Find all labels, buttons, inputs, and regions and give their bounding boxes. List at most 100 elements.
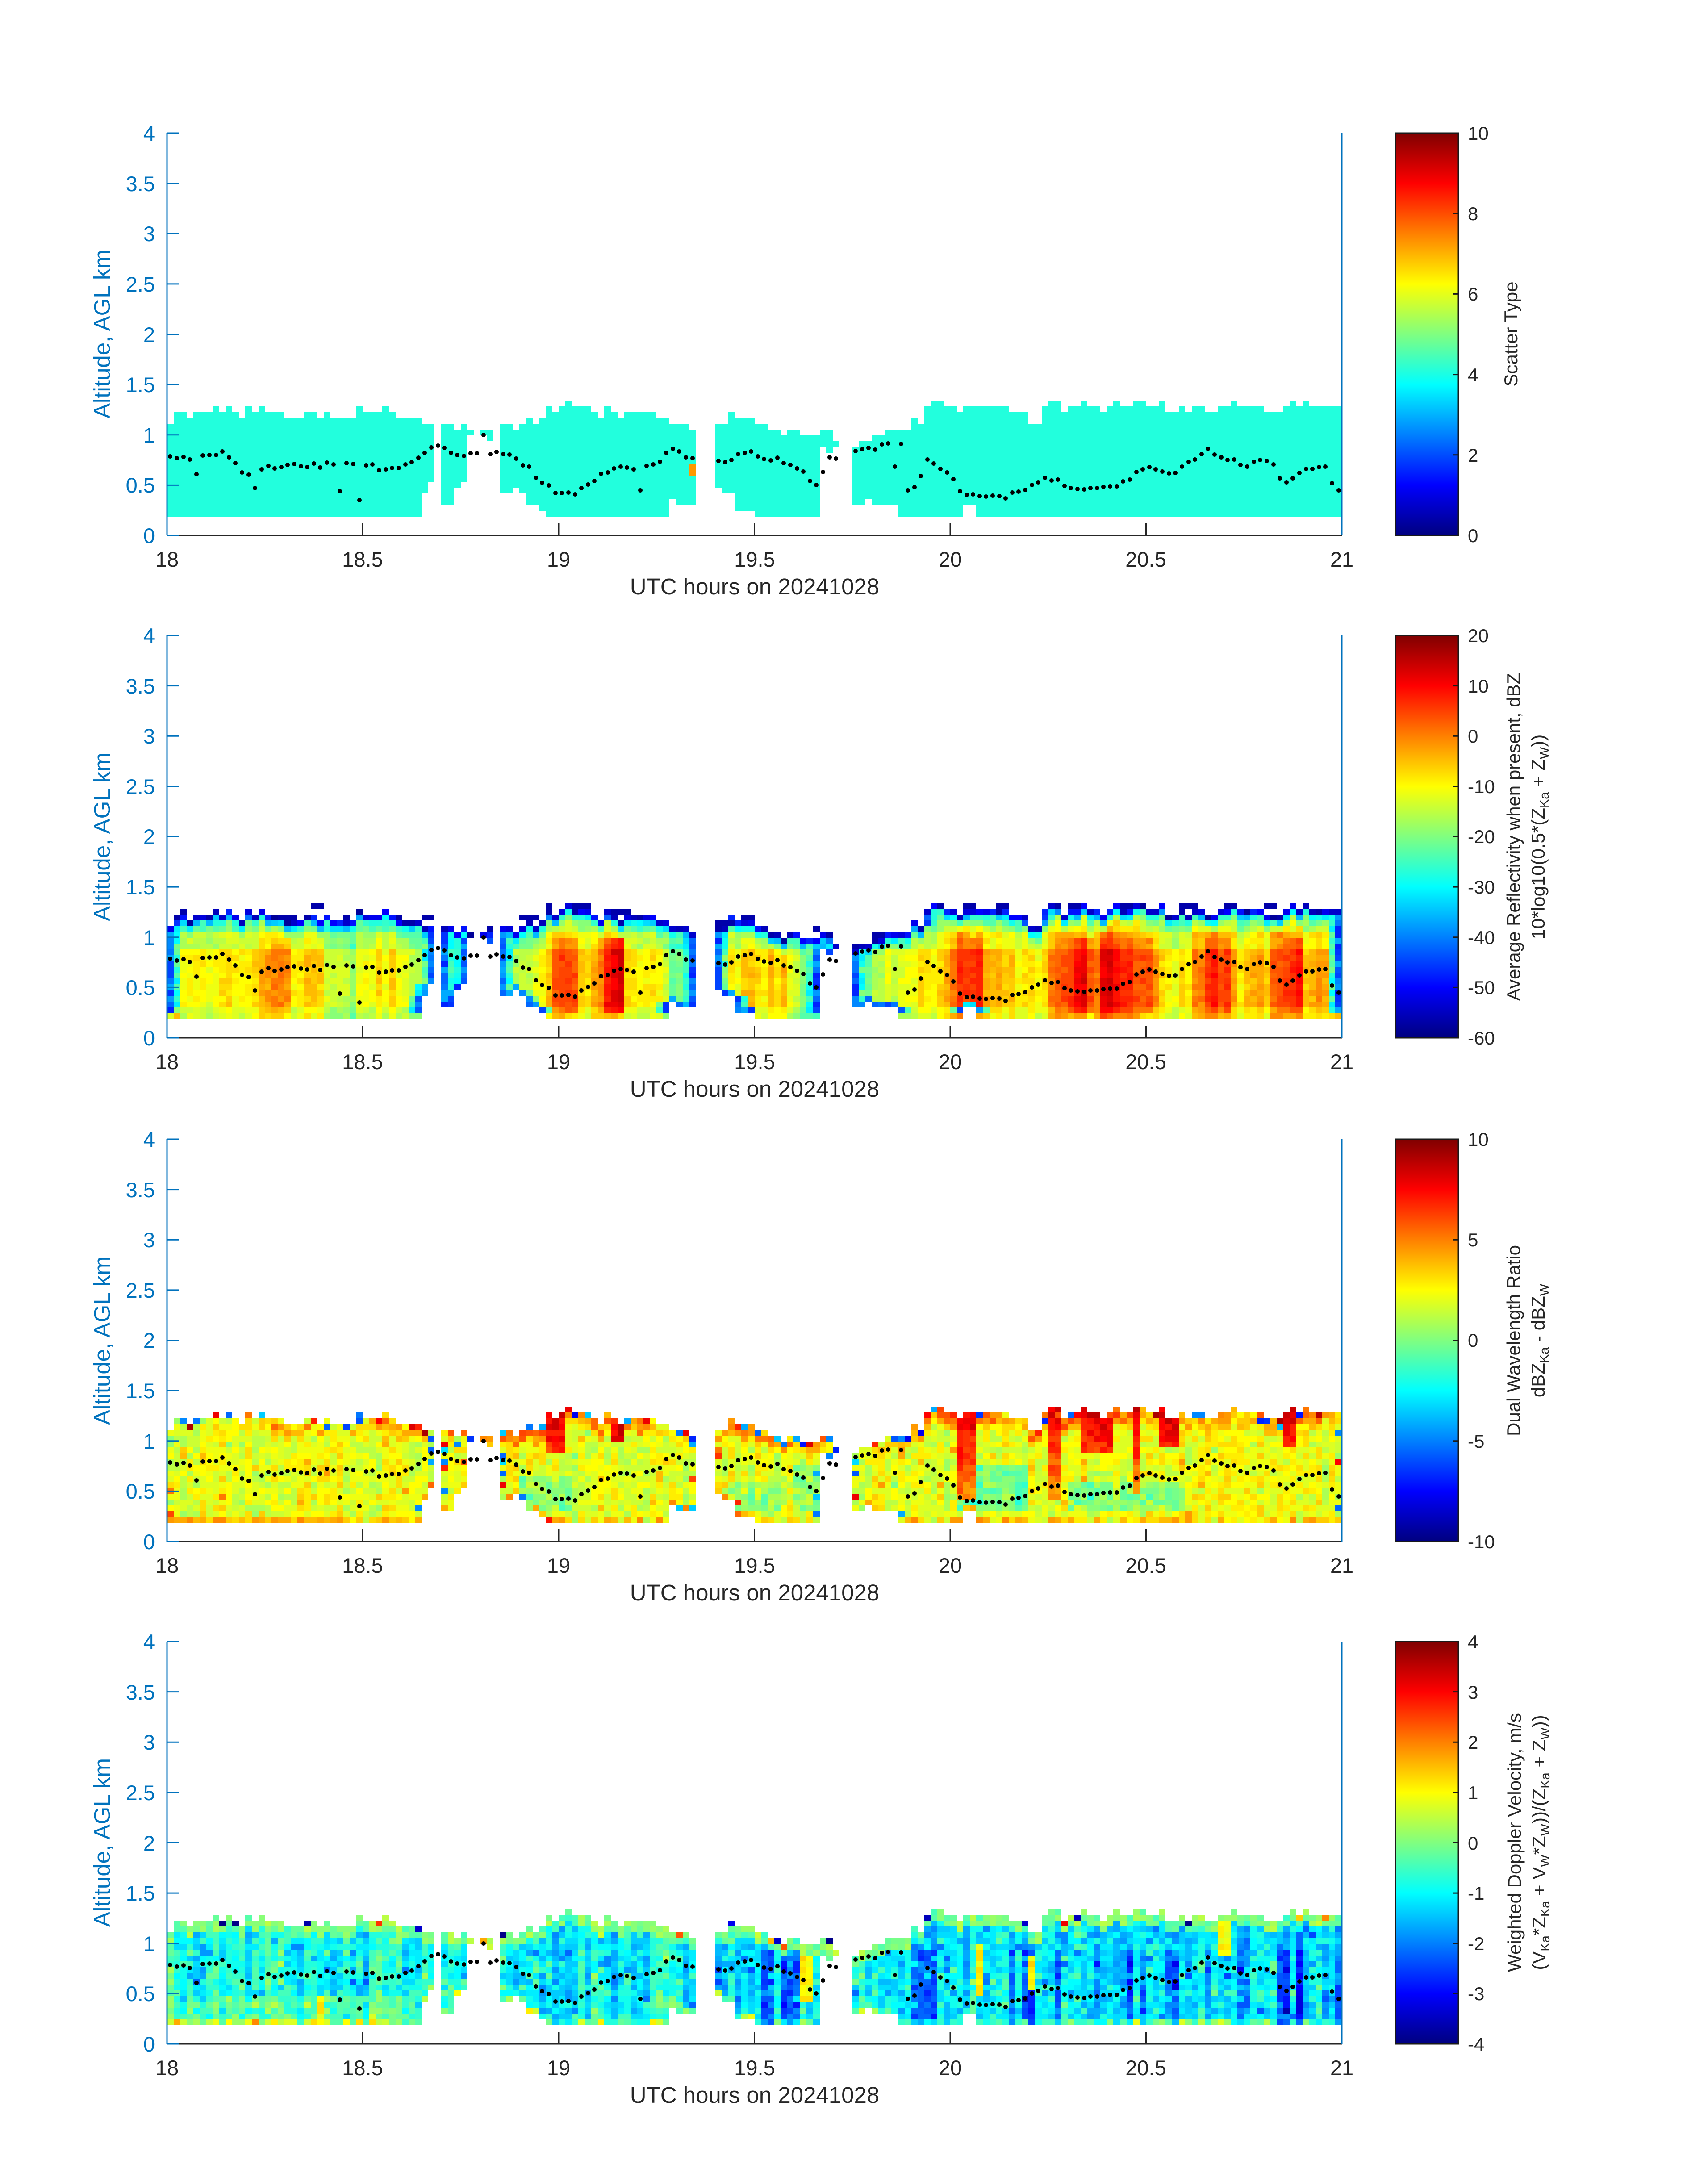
svg-text:3: 3	[143, 1228, 155, 1252]
svg-text:-10: -10	[1468, 776, 1495, 797]
svg-text:20.5: 20.5	[1125, 2056, 1166, 2080]
svg-text:-2: -2	[1468, 1933, 1484, 1954]
svg-text:1: 1	[143, 926, 155, 949]
svg-text:Altitude, AGL km: Altitude, AGL km	[89, 1256, 115, 1425]
svg-text:0.5: 0.5	[126, 1982, 155, 2006]
svg-text:-5: -5	[1468, 1431, 1484, 1452]
svg-text:4: 4	[1468, 364, 1478, 385]
svg-text:0: 0	[143, 1530, 155, 1554]
svg-text:21: 21	[1330, 547, 1353, 571]
svg-text:Altitude, AGL km: Altitude, AGL km	[89, 752, 115, 921]
svg-text:2: 2	[1468, 445, 1478, 466]
svg-text:3: 3	[143, 724, 155, 748]
svg-text:2.5: 2.5	[126, 1279, 155, 1302]
svg-text:19: 19	[547, 2056, 570, 2080]
svg-text:(VKa​*ZKa​ + VW​*ZW​))/(ZKa​ +: (VKa​*ZKa​ + VW​*ZW​))/(ZKa​ + ZW​))	[1528, 1715, 1553, 1970]
svg-text:2: 2	[1468, 1732, 1478, 1753]
svg-text:2.5: 2.5	[126, 775, 155, 798]
svg-text:3: 3	[1468, 1682, 1478, 1703]
svg-text:UTC hours on 20241028: UTC hours on 20241028	[630, 1076, 880, 1102]
svg-text:-4: -4	[1468, 2034, 1484, 2055]
svg-text:4: 4	[143, 624, 155, 648]
svg-text:3: 3	[143, 1730, 155, 1754]
svg-text:Dual Wavelength Ratio: Dual Wavelength Ratio	[1503, 1245, 1524, 1436]
svg-text:18: 18	[155, 547, 179, 571]
svg-text:19: 19	[547, 547, 570, 571]
svg-text:19: 19	[547, 1554, 570, 1577]
svg-text:Weighted Doppler Velocity, m/s: Weighted Doppler Velocity, m/s	[1504, 1713, 1525, 1972]
svg-text:18.5: 18.5	[342, 2056, 383, 2080]
svg-text:0: 0	[143, 524, 155, 547]
svg-text:0: 0	[143, 2032, 155, 2056]
svg-text:1.5: 1.5	[126, 1881, 155, 1905]
svg-text:19.5: 19.5	[734, 1050, 775, 1074]
svg-text:-40: -40	[1468, 927, 1495, 948]
svg-text:0: 0	[1468, 726, 1478, 747]
svg-text:21: 21	[1330, 2056, 1353, 2080]
svg-text:Altitude, AGL km: Altitude, AGL km	[89, 1758, 115, 1927]
svg-text:-1: -1	[1468, 1883, 1484, 1904]
svg-text:-30: -30	[1468, 877, 1495, 898]
svg-text:2.5: 2.5	[126, 1781, 155, 1805]
svg-text:19.5: 19.5	[734, 1554, 775, 1577]
svg-text:0.5: 0.5	[126, 976, 155, 999]
svg-text:-3: -3	[1468, 1983, 1484, 2004]
svg-text:0: 0	[1468, 1833, 1478, 1854]
svg-text:4: 4	[143, 1128, 155, 1151]
svg-text:20: 20	[939, 2056, 962, 2080]
svg-text:20.5: 20.5	[1125, 547, 1166, 571]
svg-text:UTC hours on 20241028: UTC hours on 20241028	[630, 2082, 880, 2108]
svg-text:2: 2	[143, 1831, 155, 1855]
svg-text:18: 18	[155, 2056, 179, 2080]
svg-text:18.5: 18.5	[342, 1554, 383, 1577]
svg-text:20.5: 20.5	[1125, 1050, 1166, 1074]
svg-text:2: 2	[143, 323, 155, 347]
svg-text:0.5: 0.5	[126, 473, 155, 497]
svg-text:19.5: 19.5	[734, 547, 775, 571]
svg-text:20: 20	[939, 547, 962, 571]
svg-text:1: 1	[143, 1429, 155, 1453]
svg-text:1.5: 1.5	[126, 1379, 155, 1403]
svg-text:0: 0	[1468, 1330, 1478, 1351]
svg-text:-50: -50	[1468, 977, 1495, 998]
svg-text:1.5: 1.5	[126, 875, 155, 899]
svg-text:3.5: 3.5	[126, 674, 155, 698]
svg-text:19: 19	[547, 1050, 570, 1074]
svg-text:18: 18	[155, 1554, 179, 1577]
svg-text:20: 20	[939, 1050, 962, 1074]
svg-text:UTC hours on 20241028: UTC hours on 20241028	[630, 1580, 880, 1605]
svg-text:3.5: 3.5	[126, 1680, 155, 1704]
svg-text:8: 8	[1468, 203, 1478, 224]
svg-text:18.5: 18.5	[342, 1050, 383, 1074]
svg-text:20: 20	[1468, 625, 1489, 646]
svg-text:19.5: 19.5	[734, 2056, 775, 2080]
svg-text:2.5: 2.5	[126, 272, 155, 296]
svg-text:1: 1	[1468, 1782, 1478, 1803]
svg-text:UTC hours on 20241028: UTC hours on 20241028	[630, 574, 880, 599]
svg-text:-20: -20	[1468, 826, 1495, 847]
svg-text:21: 21	[1330, 1050, 1353, 1074]
svg-text:5: 5	[1468, 1229, 1478, 1250]
svg-text:20: 20	[939, 1554, 962, 1577]
svg-text:1: 1	[143, 1932, 155, 1956]
svg-text:21: 21	[1330, 1554, 1353, 1577]
svg-text:-60: -60	[1468, 1028, 1495, 1049]
svg-text:0: 0	[143, 1026, 155, 1050]
svg-text:2: 2	[143, 825, 155, 848]
svg-text:0: 0	[1468, 525, 1478, 546]
svg-text:10*log10(0.5*(ZKa​ + ZW​)): 10*log10(0.5*(ZKa​ + ZW​))	[1528, 735, 1552, 940]
svg-text:2: 2	[143, 1329, 155, 1352]
svg-text:Average Reflectivity when pres: Average Reflectivity when present, dBZ	[1503, 673, 1524, 1001]
svg-text:Altitude, AGL km: Altitude, AGL km	[89, 250, 115, 418]
svg-text:18: 18	[155, 1050, 179, 1074]
svg-text:3.5: 3.5	[126, 172, 155, 196]
svg-text:20.5: 20.5	[1125, 1554, 1166, 1577]
svg-text:4: 4	[143, 121, 155, 145]
svg-text:0.5: 0.5	[126, 1479, 155, 1503]
svg-text:1: 1	[143, 423, 155, 447]
svg-text:1.5: 1.5	[126, 373, 155, 397]
svg-text:3: 3	[143, 222, 155, 246]
svg-text:3.5: 3.5	[126, 1178, 155, 1202]
svg-text:-10: -10	[1468, 1531, 1495, 1552]
svg-text:18.5: 18.5	[342, 547, 383, 571]
